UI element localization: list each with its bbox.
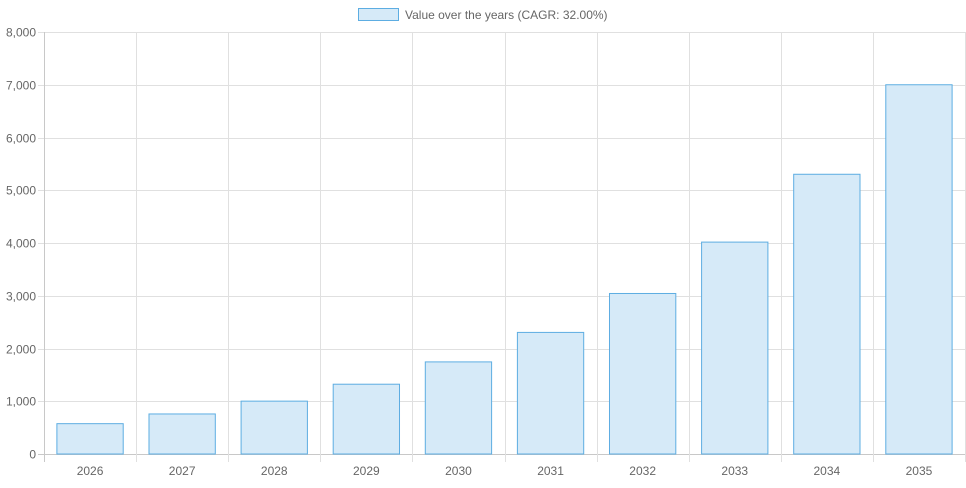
bar-2027 xyxy=(148,413,216,455)
y-tick-label: 3,000 xyxy=(6,290,36,304)
bar-2028 xyxy=(240,400,308,455)
bar-2033 xyxy=(701,241,769,455)
x-tick-label: 2033 xyxy=(721,464,748,478)
bar-2030 xyxy=(424,361,493,455)
x-tick-label: 2035 xyxy=(906,464,933,478)
legend[interactable]: Value over the years (CAGR: 32.00%) xyxy=(358,8,608,22)
y-tick-label: 6,000 xyxy=(6,132,36,146)
y-tick-label: 0 xyxy=(29,448,36,462)
x-tick-label: 2026 xyxy=(77,464,104,478)
x-tick-label: 2030 xyxy=(445,464,472,478)
y-tick-label: 4,000 xyxy=(6,237,36,251)
x-tick-label: 2034 xyxy=(813,464,840,478)
bar-2032 xyxy=(608,292,677,455)
legend-swatch xyxy=(358,8,399,21)
x-tick-label: 2028 xyxy=(261,464,288,478)
y-tick-label: 8,000 xyxy=(6,26,36,40)
y-tick-label: 7,000 xyxy=(6,79,36,93)
x-tick-label: 2031 xyxy=(537,464,564,478)
x-tick-label: 2029 xyxy=(353,464,380,478)
y-tick-label: 5,000 xyxy=(6,184,36,198)
y-tick-label: 1,000 xyxy=(6,395,36,409)
bar-2035 xyxy=(885,84,953,455)
x-tick-label: 2027 xyxy=(169,464,196,478)
legend-label: Value over the years (CAGR: 32.00%) xyxy=(405,8,608,22)
x-tick-label: 2032 xyxy=(629,464,656,478)
y-tick-label: 2,000 xyxy=(6,343,36,357)
bar-2031 xyxy=(516,331,585,455)
bar-2034 xyxy=(793,173,861,455)
bar-2029 xyxy=(332,383,401,455)
bar-2026 xyxy=(56,423,124,455)
